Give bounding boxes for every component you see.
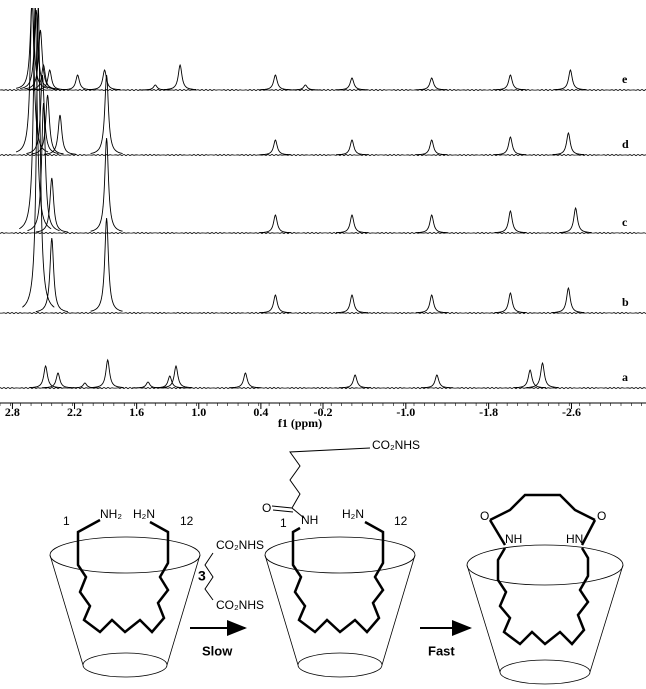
peak <box>19 8 52 230</box>
peak <box>88 68 121 91</box>
baseline <box>0 153 646 157</box>
baseline <box>0 311 646 315</box>
x-tick-label: 2.2 <box>67 405 82 419</box>
label: H₂N <box>133 507 155 521</box>
peak <box>415 77 448 91</box>
peak <box>153 375 186 389</box>
peak <box>22 8 55 308</box>
peak <box>68 382 101 389</box>
scheme <box>49 447 624 685</box>
trace-label: c <box>622 215 628 229</box>
peak <box>335 214 369 234</box>
x-tick-label: -0.2 <box>314 405 333 419</box>
x-tick-label: -1.8 <box>479 405 498 419</box>
peak <box>90 137 123 232</box>
peak <box>336 77 368 91</box>
cone-left <box>49 518 201 678</box>
peak <box>339 374 372 389</box>
label: O <box>262 501 271 515</box>
trace-label: d <box>622 137 629 151</box>
label: NH <box>505 532 522 546</box>
peak <box>16 8 49 89</box>
peak <box>42 372 74 389</box>
peak <box>15 8 49 153</box>
trace-label: b <box>622 295 629 309</box>
label: 3 <box>198 568 206 584</box>
label: CO₂NHS <box>216 598 264 612</box>
x-axis-label: f1 (ppm) <box>278 416 322 430</box>
peak <box>259 139 292 156</box>
peak <box>90 217 123 312</box>
trace-label: e <box>622 72 628 86</box>
label: NH₂ <box>100 507 122 521</box>
peak <box>259 294 292 314</box>
peak <box>61 74 94 91</box>
label: NH <box>301 513 318 527</box>
peak <box>335 294 369 314</box>
label: CO₂NHS <box>372 438 420 452</box>
label: O <box>597 509 606 523</box>
x-tick-label: -2.6 <box>562 405 581 419</box>
peak <box>33 68 66 91</box>
peak <box>415 214 448 234</box>
baseline <box>0 88 646 92</box>
peak <box>29 364 62 389</box>
baseline <box>0 231 646 235</box>
label: O <box>480 509 489 523</box>
cone-middle <box>264 447 416 678</box>
cone-right <box>466 493 624 685</box>
x-tick-label: 0.4 <box>253 405 268 419</box>
scheme-labels: 1 NH₂ H₂N 12 CO₂NHS 3 CO₂NHS Slow Fast C… <box>63 438 606 658</box>
peak <box>43 114 77 155</box>
peak <box>559 206 592 233</box>
peak <box>164 63 197 90</box>
peak <box>160 364 192 389</box>
peak <box>526 361 559 388</box>
peak <box>514 369 547 389</box>
label: Slow <box>202 643 233 658</box>
peak <box>415 294 448 314</box>
label: 12 <box>180 514 194 528</box>
peak <box>552 286 585 313</box>
trace-label: a <box>622 370 628 384</box>
label: 12 <box>394 514 408 528</box>
peak <box>259 74 292 91</box>
peak <box>554 68 587 91</box>
peak <box>35 177 68 233</box>
label: 1 <box>280 516 287 530</box>
peak <box>552 131 585 156</box>
label: CO₂NHS <box>216 538 264 552</box>
peak <box>90 74 123 154</box>
peak <box>229 372 262 389</box>
spectra <box>0 8 646 390</box>
label: H₂N <box>342 507 364 521</box>
baseline <box>0 386 646 390</box>
label: 1 <box>63 514 70 528</box>
x-tick-label: -1.0 <box>396 405 415 419</box>
peak <box>420 374 453 389</box>
peak <box>31 94 64 155</box>
x-tick-label: 1.6 <box>129 405 144 419</box>
peak <box>494 291 527 314</box>
label: HN <box>566 532 583 546</box>
peak <box>336 139 368 156</box>
peak <box>35 237 68 313</box>
peak <box>494 136 527 156</box>
peak <box>494 209 527 234</box>
peak <box>27 63 60 90</box>
peak <box>132 381 164 389</box>
label: Fast <box>428 643 455 658</box>
x-tick-label: 2.8 <box>5 405 20 419</box>
peak <box>27 102 60 232</box>
peak <box>289 84 322 91</box>
peak <box>259 214 292 234</box>
reagent-chain <box>204 552 214 601</box>
peak <box>91 358 124 388</box>
x-tick-label: 1.0 <box>191 405 206 419</box>
peak <box>20 9 53 89</box>
peak <box>494 74 527 91</box>
peak <box>415 139 448 156</box>
